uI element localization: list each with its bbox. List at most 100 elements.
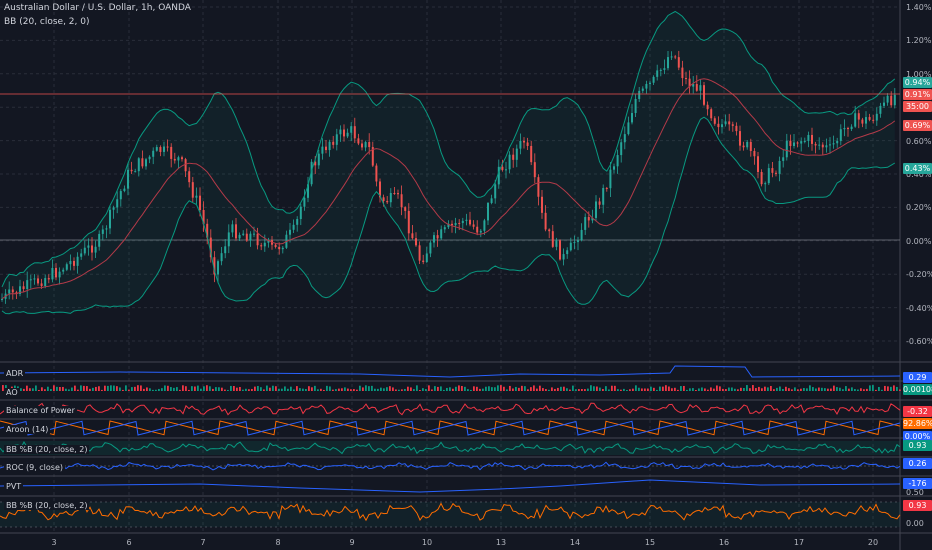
candle-body xyxy=(778,160,781,174)
ao-bar xyxy=(683,385,685,391)
ao-bar xyxy=(848,388,850,391)
candle-body xyxy=(1,298,3,300)
pane-label-pvt[interactable]: PVT xyxy=(4,482,24,491)
ao-bar xyxy=(656,389,658,391)
candle-body xyxy=(73,260,75,266)
candle-body xyxy=(307,184,309,198)
ao-bar xyxy=(500,385,502,391)
ao-bar xyxy=(164,385,166,391)
symbol-title[interactable]: Australian Dollar / U.S. Dollar, 1h, OAN… xyxy=(4,3,191,13)
candle-body xyxy=(548,229,551,232)
pane-label-ao[interactable]: AO xyxy=(4,388,20,397)
ao-bar xyxy=(47,386,49,391)
ao-bar xyxy=(872,385,874,391)
candle-body xyxy=(587,217,590,221)
ao-bar xyxy=(239,387,241,391)
pane-label-bbp2[interactable]: BB %B (20, close, 2) xyxy=(4,501,90,510)
pane-label-aroon[interactable]: Aroon (14) xyxy=(4,425,51,434)
ao-bar xyxy=(536,388,538,391)
ao-bar xyxy=(203,386,205,391)
candle-body xyxy=(109,209,111,229)
ao-bar xyxy=(377,388,379,391)
ao-bar xyxy=(50,389,52,391)
candle-body xyxy=(440,229,443,239)
candle-body xyxy=(389,193,392,203)
candle-body xyxy=(483,220,486,231)
ao-bar xyxy=(320,388,322,391)
bbp1-value-badge: 0.93 xyxy=(903,440,932,451)
ao-bar xyxy=(110,385,112,391)
ao-bar xyxy=(218,387,220,391)
bb-basis-line xyxy=(1,78,896,300)
ao-bar xyxy=(314,385,316,391)
candle-body xyxy=(350,126,353,133)
candle-body xyxy=(256,233,259,246)
ao-bar xyxy=(587,388,589,391)
ao-bar xyxy=(29,388,31,391)
candle-body xyxy=(793,142,795,147)
ao-bar xyxy=(125,385,127,391)
ao-bar xyxy=(92,387,94,391)
ao-bar xyxy=(452,388,454,391)
ao-bar xyxy=(89,388,91,391)
candle-body xyxy=(515,148,518,160)
ao-bar xyxy=(719,386,721,391)
candle-body xyxy=(127,169,129,189)
candle-body xyxy=(141,158,144,167)
candle-body xyxy=(101,229,104,234)
candle-body xyxy=(605,187,608,189)
candle-body xyxy=(526,142,529,146)
candle-body xyxy=(501,166,504,170)
candle-body xyxy=(746,141,749,148)
candle-body xyxy=(346,132,349,137)
aroon-down-badge: 0.00% xyxy=(903,431,932,442)
candle-body xyxy=(562,254,565,260)
ao-bar xyxy=(482,388,484,391)
candle-body xyxy=(782,157,785,161)
candle-body xyxy=(422,260,425,263)
ao-bar xyxy=(833,385,835,391)
candle-body xyxy=(328,141,331,151)
ao-bar xyxy=(620,389,622,391)
candle-body xyxy=(847,127,849,130)
candle-body xyxy=(721,124,723,128)
candle-body xyxy=(638,90,641,99)
pane-label-bbp1[interactable]: BB %B (20, close, 2) xyxy=(4,445,90,454)
candle-body xyxy=(598,201,601,205)
ao-bar xyxy=(206,385,208,391)
ao-bar xyxy=(575,389,577,391)
ao-bar xyxy=(746,385,748,391)
candle-body xyxy=(832,143,835,145)
adr-line xyxy=(0,365,901,378)
ao-bar xyxy=(776,387,778,391)
ao-bar xyxy=(86,386,88,391)
candle-body xyxy=(393,193,396,195)
ao-bar xyxy=(326,385,328,391)
time-axis-label: 10 xyxy=(421,538,433,547)
ao-bar xyxy=(353,389,355,391)
candle-body xyxy=(818,144,821,146)
pane-label-roc[interactable]: ROC (9, close) xyxy=(4,463,66,472)
candle-body xyxy=(609,169,612,189)
ao-bar xyxy=(53,385,55,391)
candle-body xyxy=(803,140,806,142)
ao-bar xyxy=(512,388,514,391)
ao-bar xyxy=(566,388,568,391)
pane-label-adr[interactable]: ADR xyxy=(4,369,26,378)
candle-body xyxy=(742,145,745,148)
candle-body xyxy=(656,70,659,77)
ao-bar xyxy=(542,388,544,391)
price-axis-label: -0.40% xyxy=(906,303,932,313)
candle-body xyxy=(163,146,165,152)
candle-body xyxy=(119,191,122,200)
ao-bar xyxy=(347,388,349,391)
candle-body xyxy=(649,82,651,84)
bb-indicator-title[interactable]: BB (20, close, 2, 0) xyxy=(4,17,90,27)
ao-bar xyxy=(248,389,250,391)
ao-bar xyxy=(755,388,757,391)
candle-body xyxy=(76,256,79,266)
pane-label-bop[interactable]: Balance of Power xyxy=(4,406,77,415)
candle-body xyxy=(357,138,360,144)
ao-bar xyxy=(215,387,217,391)
